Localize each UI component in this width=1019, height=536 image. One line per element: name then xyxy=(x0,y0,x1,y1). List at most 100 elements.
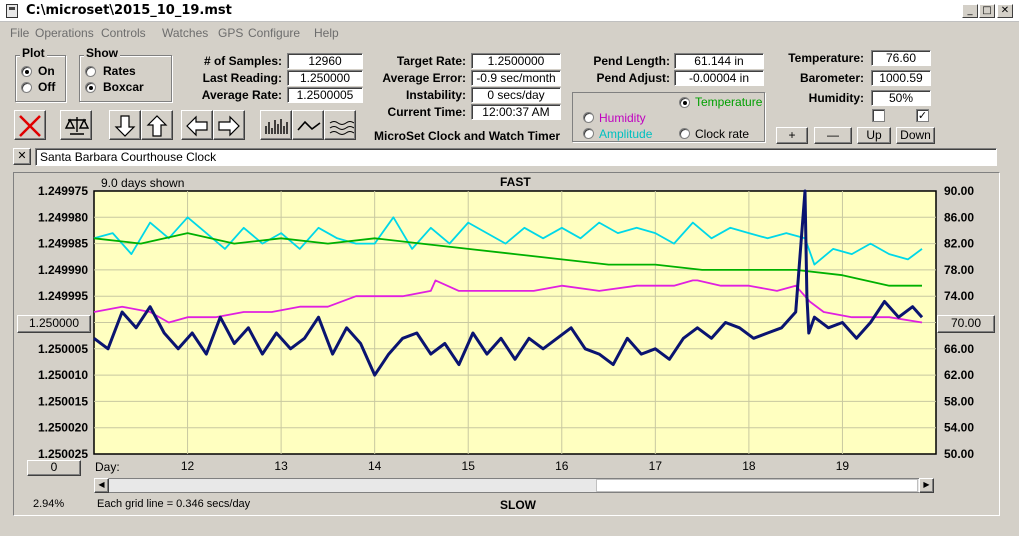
current-time-label: Current Time: xyxy=(387,105,466,119)
bars-view-button[interactable] xyxy=(260,110,292,140)
y-left-tick-label: 1.249990 xyxy=(38,263,88,277)
menu-operations[interactable]: Operations xyxy=(35,26,94,40)
down-arrow-button[interactable] xyxy=(109,110,141,140)
axis-select-box xyxy=(572,92,765,142)
left-bottom-button[interactable]: 0 xyxy=(27,460,81,476)
plot-off-radio[interactable] xyxy=(21,82,32,93)
show-boxcar-radio[interactable] xyxy=(85,82,96,93)
menu-help[interactable]: Help xyxy=(314,26,339,40)
menu-file[interactable]: File xyxy=(10,26,30,40)
checkbox-2[interactable]: ✓ xyxy=(916,109,929,122)
axis-down-button[interactable]: Down xyxy=(896,127,935,144)
left-arrow-button[interactable] xyxy=(181,110,213,140)
arrow-right-icon xyxy=(218,115,240,137)
y-right-tick-label: 86.00 xyxy=(944,210,974,224)
samples-label: # of Samples: xyxy=(203,54,282,68)
slow-label: SLOW xyxy=(500,498,536,512)
y-right-tick-label: 58.00 xyxy=(944,394,974,408)
samples-field: 12960 xyxy=(287,53,363,69)
y-left-tick-label: 1.249975 xyxy=(38,184,88,198)
temperature-radio[interactable] xyxy=(679,97,690,108)
average-rate-field: 1.2500005 xyxy=(287,87,363,103)
clock-rate-radio[interactable] xyxy=(679,128,690,139)
left-center-button[interactable]: 1.250000 xyxy=(17,315,91,333)
y-right-tick-label: 90.00 xyxy=(944,184,974,198)
y-left-tick-label: 1.250005 xyxy=(38,342,88,356)
clear-name-button[interactable]: ✕ xyxy=(13,148,31,165)
minimize-button[interactable]: _ xyxy=(962,4,978,18)
series-line-1 xyxy=(93,216,923,266)
pend-adjust-label: Pend Adjust: xyxy=(596,71,670,85)
y-right-tick-label: 54.00 xyxy=(944,421,974,435)
axis-up-button[interactable]: Up xyxy=(857,127,891,144)
instability-field: 0 secs/day xyxy=(471,87,561,103)
y-right-tick-label: 66.00 xyxy=(944,342,974,356)
menu-gps[interactable]: GPS xyxy=(218,26,244,40)
y-right-tick-label: 50.00 xyxy=(944,447,974,461)
grid-note: Each grid line = 0.346 secs/day xyxy=(97,498,251,510)
line-view-button[interactable] xyxy=(292,110,324,140)
arrow-down-icon xyxy=(114,115,136,137)
instability-label: Instability: xyxy=(405,88,466,102)
wave-icon xyxy=(329,121,354,135)
scroll-left-button[interactable]: ◀ xyxy=(94,478,109,493)
last-reading-field: 1.250000 xyxy=(287,70,363,86)
y-left-tick-label: 1.250010 xyxy=(38,368,88,382)
stop-button[interactable] xyxy=(14,110,46,140)
menu-bar: File Operations Controls Watches GPS Con… xyxy=(0,23,1019,43)
target-rate-field: 1.2500000 xyxy=(471,53,561,69)
menu-controls[interactable]: Controls xyxy=(101,26,146,40)
y-left-tick-label: 1.249980 xyxy=(38,210,88,224)
close-button[interactable]: ✕ xyxy=(997,4,1013,18)
amplitude-radio[interactable] xyxy=(583,128,594,139)
x-tick-label: 13 xyxy=(274,459,288,473)
show-boxcar-label: Boxcar xyxy=(103,80,144,94)
show-group-title: Show xyxy=(84,46,120,60)
y-right-tick-label: 78.00 xyxy=(944,263,974,277)
scroll-right-button[interactable]: ▶ xyxy=(919,478,934,493)
y-left-tick-label: 1.250020 xyxy=(38,421,88,435)
humidity-field: 50% xyxy=(871,90,931,106)
y-right-tick-label: 62.00 xyxy=(944,368,974,382)
balance-button[interactable] xyxy=(60,110,92,140)
x-tick-label: 14 xyxy=(368,459,382,473)
app-icon xyxy=(6,4,18,18)
pend-length-label: Pend Length: xyxy=(593,54,670,68)
barometer-label: Barometer: xyxy=(799,71,864,85)
menu-watches[interactable]: Watches xyxy=(162,26,209,40)
line-graph-icon xyxy=(297,120,321,131)
humidity-option-label: Humidity xyxy=(599,111,646,125)
y-left-tick-label: 1.249995 xyxy=(38,289,88,303)
clock-rate-option-label: Clock rate xyxy=(695,127,750,141)
wave-view-button[interactable] xyxy=(324,110,356,140)
y-left-tick-label: 1.250015 xyxy=(38,394,88,408)
up-arrow-button[interactable] xyxy=(141,110,173,140)
clock-name-input[interactable]: Santa Barbara Courthouse Clock xyxy=(35,148,997,166)
checkbox-1[interactable] xyxy=(872,109,885,122)
humidity-radio[interactable] xyxy=(583,112,594,123)
arrow-left-icon xyxy=(186,115,208,137)
show-rates-radio[interactable] xyxy=(85,66,96,77)
target-rate-label: Target Rate: xyxy=(396,54,466,68)
scroll-thumb[interactable] xyxy=(596,479,918,492)
temperature-label: Temperature: xyxy=(788,51,864,65)
right-center-button[interactable]: 70.00 xyxy=(937,315,995,333)
title-bar: C:\microset\2015_10_19.mst _ □ ✕ xyxy=(0,0,1019,22)
bar-graph-icon xyxy=(265,119,288,134)
x-tick-label: 12 xyxy=(181,459,195,473)
maximize-button[interactable]: □ xyxy=(979,4,995,18)
series-line-2 xyxy=(93,232,922,287)
plot-group-title: Plot xyxy=(20,46,47,60)
axis-plus-button[interactable]: + xyxy=(776,127,808,144)
x-tick-label: 17 xyxy=(649,459,663,473)
plot-on-radio[interactable] xyxy=(21,66,32,77)
amplitude-option-label: Amplitude xyxy=(599,127,653,141)
axis-minus-button[interactable]: — xyxy=(814,127,852,144)
menu-configure[interactable]: Configure xyxy=(248,26,301,40)
right-arrow-button[interactable] xyxy=(213,110,245,140)
pend-adjust-field: -0.00004 in xyxy=(674,70,764,86)
plot-on-label: On xyxy=(38,64,55,78)
humidity-label: Humidity: xyxy=(808,91,864,105)
y-left-tick-label: 1.249985 xyxy=(38,237,88,251)
